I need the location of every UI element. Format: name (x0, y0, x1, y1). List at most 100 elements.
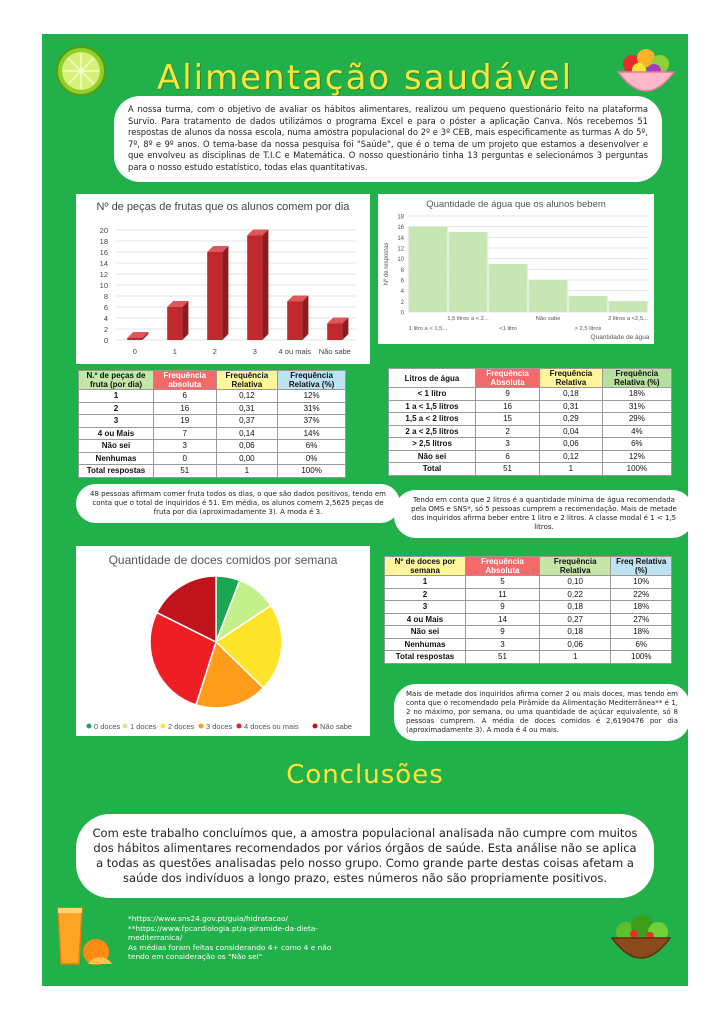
bar-top (127, 332, 149, 338)
water-chart-panel: Quantidade de água que os alunos bebem 0 2… (378, 194, 654, 344)
y-tick-label: 0 (401, 311, 405, 317)
table-cell: 7 (153, 426, 217, 440)
reference-line: **https://www.fpcardiologia.pt/a-piramid… (128, 923, 318, 943)
bar (127, 338, 143, 340)
table-cell: 0,29 (539, 412, 603, 426)
table-cell: > 2,5 litros (388, 437, 476, 451)
x-tick-label: 1 litro a < 1,5... (409, 326, 448, 332)
table-cell: 4 ou Mais (78, 426, 154, 440)
y-tick-label: 10 (397, 257, 404, 263)
bar (408, 226, 448, 312)
x-tick-label: 0 (133, 347, 137, 356)
legend-marker (312, 723, 318, 729)
table-cell: 0,37 (215, 414, 279, 428)
table-cell: 1 a < 1,5 litros (388, 399, 476, 413)
table-cell: 0,18 (538, 600, 612, 614)
header-cell: Frequência Relativa (538, 556, 612, 576)
header-cell: Frequência Relativa (215, 370, 279, 390)
header-cell: Frequência Absoluta (465, 556, 540, 576)
table-cell: Nenhumas (384, 637, 466, 651)
header-cell: N.º de peças de fruta (por dia) (78, 370, 154, 390)
table-cell: 51 (474, 462, 541, 476)
table-row: 1 a < 1,5 litros 16 0,31 31% (388, 399, 673, 413)
table-cell: 31% (601, 399, 673, 413)
table-cell: 0 (153, 451, 217, 465)
bar (167, 307, 183, 340)
bar (207, 252, 223, 340)
y-tick-label: 12 (100, 270, 108, 279)
table-row: Total 51 1 100% (388, 462, 673, 476)
table-row: 3 9 0,18 18% (384, 600, 672, 614)
table-cell: 1,5 a < 2 litros (388, 412, 476, 426)
table-row: 1,5 a < 2 litros 15 0,29 29% (388, 412, 673, 426)
table-cell: 3 (465, 637, 540, 651)
y-tick-label: 4 (104, 314, 108, 323)
table-cell: 37% (277, 414, 346, 428)
legend-label: 1 doces (130, 722, 157, 731)
legend-label: 0 doces (94, 722, 121, 731)
fruit-frequency-table: N.º de peças de fruta (por dia) Frequênc… (78, 370, 346, 478)
x-tick-label: 1 (173, 347, 177, 356)
table-cell: Total (388, 462, 476, 476)
bar (287, 301, 303, 340)
table-cell: < 1 litro (388, 387, 476, 401)
table-row: Não sei 9 0,18 18% (384, 625, 672, 639)
table-cell: 18% (610, 625, 672, 639)
x-tick-label: > 2,5 litros (575, 326, 602, 332)
table-row: 3 19 0,37 37% (78, 414, 346, 428)
table-cell: 0,12 (539, 449, 603, 463)
water-frequency-table: Litros de água Frequência Absoluta Frequ… (388, 368, 673, 476)
conclusion-heading: Conclusões (286, 760, 444, 790)
table-cell: 18% (610, 600, 672, 614)
table-cell: Não sei (78, 439, 154, 453)
table-cell: 22% (610, 587, 672, 601)
table-cell: 16 (153, 401, 217, 415)
reference-note: As médias foram feitas considerando 4+ c… (128, 942, 332, 962)
table-cell: 29% (601, 412, 673, 426)
table-cell: 11 (465, 587, 540, 601)
y-tick-label: 2 (104, 325, 108, 334)
y-tick-label: 4 (401, 289, 405, 295)
table-cell: 9 (465, 625, 540, 639)
table-cell: 16 (474, 399, 541, 413)
legend-marker (198, 723, 204, 729)
table-row: 2 a < 2,5 litros 2 0,04 4% (388, 424, 673, 438)
bar (608, 301, 648, 312)
legend-label: 3 doces (206, 722, 233, 731)
x-axis-label: Quantidade de água (591, 334, 650, 341)
table-cell: 2 (78, 401, 154, 415)
y-tick-label: 18 (100, 237, 108, 246)
chart-title: Quantidade de água que os alunos bebem (426, 199, 606, 210)
bar (247, 235, 263, 340)
y-tick-label: 8 (104, 292, 108, 301)
y-tick-label: 6 (104, 303, 108, 312)
table-cell: Nenhumas (78, 451, 154, 465)
header-cell: Litros de água (388, 368, 476, 388)
table-cell: 4% (601, 424, 673, 438)
table-cell: 6 (153, 389, 217, 403)
table-row: Nenhumas 0 0,00 0% (78, 451, 346, 465)
x-tick-label: 1,5 litros a < 2... (447, 316, 489, 322)
table-row: 1 5 0,10 10% (384, 575, 672, 589)
intro-text: A nossa turma, com o objetivo de avaliar… (114, 96, 662, 182)
bar-side (142, 332, 149, 340)
legend-label: 2 doces (168, 722, 195, 731)
legend-marker (236, 723, 242, 729)
table-cell: 51 (465, 650, 540, 664)
table-cell: 0,18 (538, 625, 612, 639)
table-cell: 0,04 (539, 424, 603, 438)
table-cell: 3 (153, 439, 217, 453)
y-tick-label: 14 (397, 236, 404, 242)
y-tick-label: 20 (100, 226, 108, 235)
pie-slice (195, 640, 265, 709)
table-cell: 3 (78, 414, 154, 428)
bar-top (287, 295, 309, 302)
y-tick-label: 10 (100, 281, 108, 290)
poster-title: Alimentação saudável (156, 58, 574, 98)
table-cell: 15 (474, 412, 541, 426)
table-cell: 2 (384, 587, 466, 601)
table-cell: 1 (78, 389, 154, 403)
reference-line: *https://www.sns24.gov.pt/guia/hidrataca… (128, 914, 289, 923)
table-row: 2 16 0,31 31% (78, 401, 346, 415)
fruit-chart-panel: Nº de peças de frutas que os alunos come… (76, 194, 370, 364)
